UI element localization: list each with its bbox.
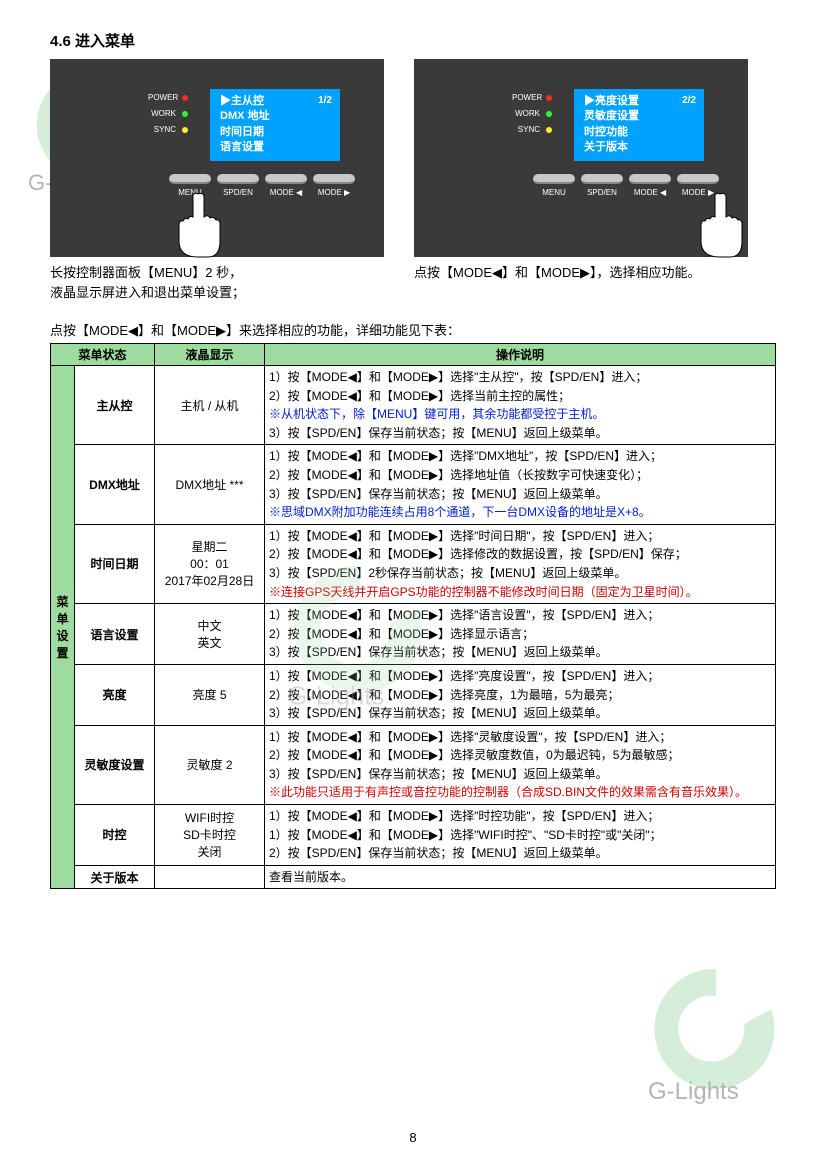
led-power: POWER (148, 93, 188, 102)
panel-button[interactable]: MENU (532, 174, 576, 197)
menu-table: 菜单状态 液晶显示 操作说明 菜单设置主从控主机 / 从机1）按【MODE◀】和… (50, 343, 776, 889)
table-row: 语言设置中文英文1）按【MODE◀】和【MODE▶】选择"语言设置"，按【SPD… (51, 604, 776, 665)
screen-line: 灵敏度设置 (584, 109, 694, 124)
device-panel-2: POWER WORK SYNC 2/2 ▶亮度设置灵敏度设置时控功能关于版本 MEN… (414, 59, 748, 257)
led-power: POWER (512, 93, 552, 102)
led-work: WORK (148, 109, 188, 118)
operation-cell: 1）按【MODE◀】和【MODE▶】选择"时间日期"，按【SPD/EN】进入；2… (265, 524, 776, 603)
display-cell: 中文英文 (155, 604, 265, 665)
operation-cell: 1）按【MODE◀】和【MODE▶】选择"主从控"，按【SPD/EN】进入；2）… (265, 366, 776, 445)
menu-name-cell: 灵敏度设置 (75, 725, 155, 804)
led-sync: SYNC (512, 125, 552, 134)
menu-name-cell: 亮度 (75, 664, 155, 725)
panel-caption-2: 点按【MODE◀】和【MODE▶】，选择相应功能。 (414, 263, 748, 302)
table-row: 菜单设置主从控主机 / 从机1）按【MODE◀】和【MODE▶】选择"主从控"，… (51, 366, 776, 445)
screen-line: 语言设置 (220, 140, 330, 155)
led-work: WORK (512, 109, 552, 118)
table-row: 关于版本 查看当前版本。 (51, 865, 776, 889)
screen-line: ▶主从控 (220, 94, 330, 109)
screen-line: ▶亮度设置 (584, 94, 694, 109)
vertical-header: 菜单设置 (51, 366, 75, 889)
table-row: 亮度亮度 51）按【MODE◀】和【MODE▶】选择"亮度设置"，按【SPD/E… (51, 664, 776, 725)
screen-line: DMX 地址 (220, 109, 330, 124)
menu-name-cell: 语言设置 (75, 604, 155, 665)
hand-icon (692, 189, 752, 259)
th-lcd: 液晶显示 (155, 344, 265, 366)
table-row: 时间日期星期二00：012017年02月28日1）按【MODE◀】和【MODE▶… (51, 524, 776, 603)
th-ops: 操作说明 (265, 344, 776, 366)
menu-name-cell: 主从控 (75, 366, 155, 445)
operation-cell: 1）按【MODE◀】和【MODE▶】选择"亮度设置"，按【SPD/EN】进入；2… (265, 664, 776, 725)
operation-cell: 查看当前版本。 (265, 865, 776, 889)
page-indicator: 1/2 (318, 94, 332, 108)
menu-name-cell: 关于版本 (75, 865, 155, 889)
display-cell: DMX地址 *** (155, 445, 265, 524)
panel-button[interactable]: SPD/EN (580, 174, 624, 197)
display-cell: 灵敏度 2 (155, 725, 265, 804)
hand-icon (170, 189, 230, 259)
display-cell: WIFI时控SD卡时控关闭 (155, 805, 265, 866)
operation-cell: 1）按【MODE◀】和【MODE▶】选择"时控功能"，按【SPD/EN】进入；1… (265, 805, 776, 866)
operation-cell: 1）按【MODE◀】和【MODE▶】选择"灵敏度设置"，按【SPD/EN】进入；… (265, 725, 776, 804)
led-sync: SYNC (148, 125, 188, 134)
panel-caption-1: 长按控制器面板【MENU】2 秒， 液晶显示屏进入和退出菜单设置； (50, 263, 384, 302)
section-title: 4.6 进入菜单 (50, 30, 776, 51)
intro-text: 点按【MODE◀】和【MODE▶】来选择相应的功能，详细功能见下表： (50, 320, 776, 339)
menu-name-cell: 时控 (75, 805, 155, 866)
screen-line: 时间日期 (220, 125, 330, 140)
display-cell: 亮度 5 (155, 664, 265, 725)
menu-name-cell: 时间日期 (75, 524, 155, 603)
device-panels: POWER WORK SYNC 1/2 ▶主从控DMX 地址时间日期语言设置 MEN… (50, 59, 776, 257)
operation-cell: 1）按【MODE◀】和【MODE▶】选择"DMX地址"，按【SPD/EN】进入；… (265, 445, 776, 524)
panel-button[interactable]: MODE ▶ (312, 174, 356, 197)
th-menu-state: 菜单状态 (51, 344, 155, 366)
display-cell (155, 865, 265, 889)
display-cell: 星期二00：012017年02月28日 (155, 524, 265, 603)
table-row: 时控WIFI时控SD卡时控关闭1）按【MODE◀】和【MODE▶】选择"时控功能… (51, 805, 776, 866)
lcd-screen-2: 2/2 ▶亮度设置灵敏度设置时控功能关于版本 (574, 89, 704, 161)
screen-line: 关于版本 (584, 140, 694, 155)
page-number: 8 (0, 1130, 826, 1145)
table-row: DMX地址DMX地址 ***1）按【MODE◀】和【MODE▶】选择"DMX地址… (51, 445, 776, 524)
display-cell: 主机 / 从机 (155, 366, 265, 445)
menu-name-cell: DMX地址 (75, 445, 155, 524)
panel-button[interactable]: MODE ◀ (628, 174, 672, 197)
device-panel-1: POWERWORKSYNC 1/2 ▶主从控DMX 地址时间日期语言设置 MEN… (50, 59, 384, 257)
table-row: 灵敏度设置灵敏度 21）按【MODE◀】和【MODE▶】选择"灵敏度设置"，按【… (51, 725, 776, 804)
lcd-screen-1: 1/2 ▶主从控DMX 地址时间日期语言设置 (210, 89, 340, 161)
watermark-logo: G-Lights (636, 959, 796, 1109)
page-indicator: 2/2 (682, 94, 696, 108)
operation-cell: 1）按【MODE◀】和【MODE▶】选择"语言设置"，按【SPD/EN】进入；2… (265, 604, 776, 665)
panel-button[interactable]: MODE ◀ (264, 174, 308, 197)
svg-text:G-Lights: G-Lights (648, 1078, 739, 1105)
screen-line: 时控功能 (584, 125, 694, 140)
